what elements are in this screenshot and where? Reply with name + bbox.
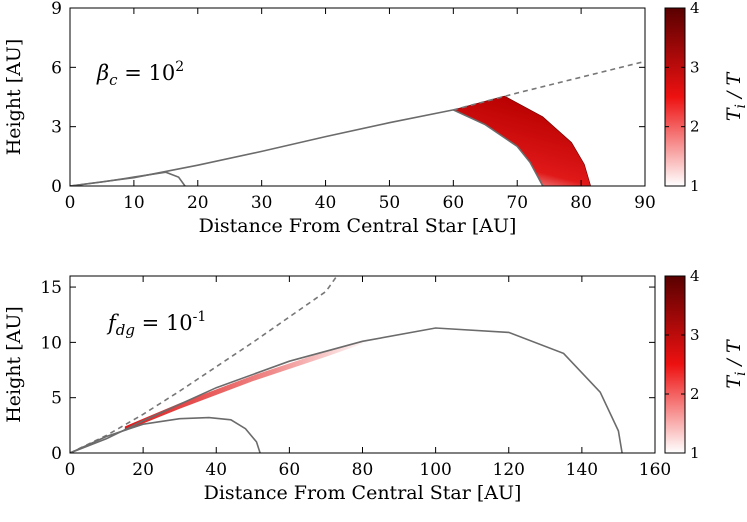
colorbar-label: Ti / T (723, 72, 747, 122)
colorbar-tick-label: 3 (690, 58, 700, 76)
colorbar-tick-label: 3 (690, 326, 700, 344)
x-tick-label: 0 (65, 460, 76, 480)
colorbar-tick-label: 1 (690, 177, 700, 195)
colorbar-tick-label: 2 (690, 118, 700, 136)
series-line-inner-contour (70, 171, 186, 186)
y-tick-label: 15 (40, 278, 62, 298)
x-tick-label: 140 (566, 460, 598, 480)
x-tick-label: 120 (493, 460, 525, 480)
y-tick-label: 0 (51, 444, 62, 464)
x-tick-label: 80 (570, 193, 592, 213)
colorbar (664, 7, 686, 187)
x-tick-label: 80 (352, 460, 374, 480)
x-tick-label: 160 (639, 460, 671, 480)
series-line-extrapolation (453, 60, 645, 111)
heated-region (452, 95, 592, 186)
panel-top: 0 10 20 30 40 50 60 70 80 90 0 3 6 9 Distance From Cen… (3, 0, 747, 237)
y-tick-label: 5 (51, 389, 62, 409)
parameter-annotation: fdg = 10-1 (106, 309, 206, 339)
heated-band (124, 337, 370, 431)
y-tick-label: 10 (40, 333, 62, 353)
x-tick-label: 0 (65, 193, 76, 213)
colorbar-tick-label: 2 (690, 385, 700, 403)
y-tick-label: 9 (51, 0, 62, 19)
y-axis-label: Height [AU] (3, 306, 25, 423)
plot-frame (69, 275, 656, 454)
y-tick-label: 6 (51, 58, 62, 78)
x-tick-label: 20 (132, 460, 154, 480)
series-line-inner-contour (70, 416, 261, 453)
x-tick-label: 40 (315, 193, 337, 213)
x-axis-label: Distance From Central Star [AU] (204, 482, 522, 504)
x-tick-label: 60 (279, 460, 301, 480)
x-tick-label: 40 (205, 460, 227, 480)
series-line-dashed-surface (70, 276, 338, 453)
colorbar-tick-label: 1 (690, 444, 700, 462)
x-tick-label: 10 (123, 193, 145, 213)
panel-bottom: 0 20 40 60 80 100 120 140 160 0 5 10 15 Distance From… (3, 267, 747, 504)
y-tick-label: 0 (51, 177, 62, 197)
x-axis-label: Distance From Central Star [AU] (199, 215, 517, 237)
y-axis-label: Height [AU] (3, 39, 25, 156)
series-line-surface (70, 109, 454, 186)
plot-area-bottom (70, 276, 623, 453)
series-line-outer-contour (452, 109, 544, 186)
plot-area-top (70, 60, 645, 186)
x-tick-label: 90 (634, 193, 656, 213)
x-tick-label: 60 (443, 193, 465, 213)
x-tick-label: 50 (379, 193, 401, 213)
parameter-annotation: βc = 102 (96, 59, 184, 89)
x-tick-label: 100 (419, 460, 451, 480)
colorbar-tick-label: 4 (690, 267, 700, 285)
series-line-outer-contour (70, 327, 623, 453)
plot-frame (69, 7, 646, 187)
x-tick-label: 70 (506, 193, 528, 213)
x-tick-label: 30 (251, 193, 273, 213)
colorbar (664, 275, 686, 454)
x-tick-label: 20 (187, 193, 209, 213)
y-tick-label: 3 (51, 118, 62, 138)
colorbar-label: Ti / T (723, 339, 747, 389)
colorbar-tick-label: 4 (690, 0, 700, 17)
